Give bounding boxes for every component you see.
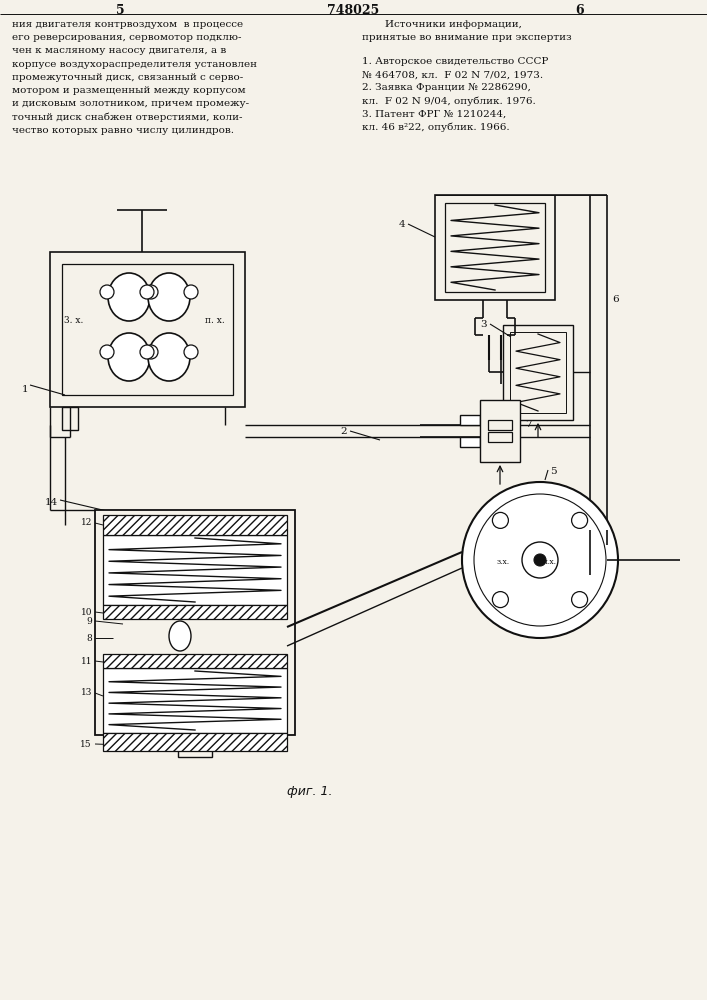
Text: кл.  F 02 N 9/04, опублик. 1976.: кл. F 02 N 9/04, опублик. 1976. [362,97,536,106]
Bar [445,203,545,292]
Text: и дисковым золотником, причем промежу-: и дисковым золотником, причем промежу- [12,99,249,108]
Text: точный диск снабжен отверстиями, коли-: точный диск снабжен отверстиями, коли- [12,112,243,122]
Bar [103,654,287,668]
Bar [103,605,287,619]
Text: з.х.: з.х. [497,558,510,566]
Circle shape [522,542,558,578]
Text: 5: 5 [116,4,124,17]
Bar [50,252,245,407]
Bar [103,535,287,605]
Text: ния двигателя контрвоздухом  в процессе: ния двигателя контрвоздухом в процессе [12,20,243,29]
Text: 6: 6 [612,295,619,304]
Circle shape [144,285,158,299]
Circle shape [571,592,588,608]
Text: 2. Заявка Франции № 2286290,: 2. Заявка Франции № 2286290, [362,83,531,92]
Bar [503,325,573,420]
Bar [435,195,555,300]
Circle shape [184,345,198,359]
Bar [103,733,287,751]
Text: кл. 46 в²22, опублик. 1966.: кл. 46 в²22, опублик. 1966. [362,123,510,132]
Text: 8: 8 [86,634,92,643]
Circle shape [184,285,198,299]
Text: чен к масляному насосу двигателя, а в: чен к масляному насосу двигателя, а в [12,46,226,55]
Bar [488,420,512,430]
Text: 4: 4 [398,220,405,229]
Bar [62,264,233,395]
Text: 5: 5 [550,467,556,476]
Circle shape [100,345,114,359]
Circle shape [492,592,508,608]
Circle shape [144,345,158,359]
Bar [510,332,566,413]
Text: 7: 7 [525,420,532,429]
Text: 3. Патент ФРГ № 1210244,: 3. Патент ФРГ № 1210244, [362,110,506,119]
Text: корпусе воздухораспределителя установлен: корпусе воздухораспределителя установлен [12,60,257,69]
Circle shape [140,345,154,359]
Text: № 464708, кл.  F 02 N 7/02, 1973.: № 464708, кл. F 02 N 7/02, 1973. [362,70,543,79]
Ellipse shape [169,621,191,651]
Text: мотором и размещенный между корпусом: мотором и размещенный между корпусом [12,86,245,95]
Circle shape [100,285,114,299]
Text: 748025: 748025 [327,4,379,17]
Text: п. х.: п. х. [205,316,225,325]
Bar [62,407,78,430]
Text: 6: 6 [575,4,584,17]
Text: 3. х.: 3. х. [64,316,83,325]
Text: 9: 9 [86,617,92,626]
Bar [480,400,520,462]
Text: 14: 14 [45,498,58,507]
Text: 1. Авторское свидетельство СССР: 1. Авторское свидетельство СССР [362,57,549,66]
Circle shape [140,285,154,299]
Ellipse shape [148,333,190,381]
Text: чество которых равно числу цилиндров.: чество которых равно числу цилиндров. [12,126,234,135]
Text: принятые во внимание при экспертиз: принятые во внимание при экспертиз [362,33,572,42]
Bar [178,735,212,757]
Text: п.х.: п.х. [543,558,557,566]
Bar [460,415,480,425]
Circle shape [462,482,618,638]
Text: 13: 13 [81,688,92,697]
Text: 11: 11 [81,657,92,666]
Bar [460,437,480,447]
Bar [95,510,295,735]
Circle shape [492,512,508,528]
Text: 3: 3 [480,320,487,329]
Text: Источники информации,: Источники информации, [385,20,522,29]
Text: 2: 2 [340,427,346,436]
Text: его реверсирования, сервомотор подклю-: его реверсирования, сервомотор подклю- [12,33,242,42]
Bar [103,668,287,733]
Bar [435,181,607,195]
Text: фиг. 1.: фиг. 1. [287,785,333,798]
Text: 12: 12 [81,518,92,527]
Circle shape [534,554,546,566]
Text: промежуточный диск, связанный с серво-: промежуточный диск, связанный с серво- [12,73,243,82]
Text: 10: 10 [81,608,92,617]
Bar [488,432,512,442]
Ellipse shape [148,273,190,321]
Ellipse shape [108,273,150,321]
Text: 15: 15 [81,740,92,749]
Circle shape [571,512,588,528]
Ellipse shape [108,333,150,381]
Bar [103,515,287,535]
Text: 1: 1 [21,385,28,394]
